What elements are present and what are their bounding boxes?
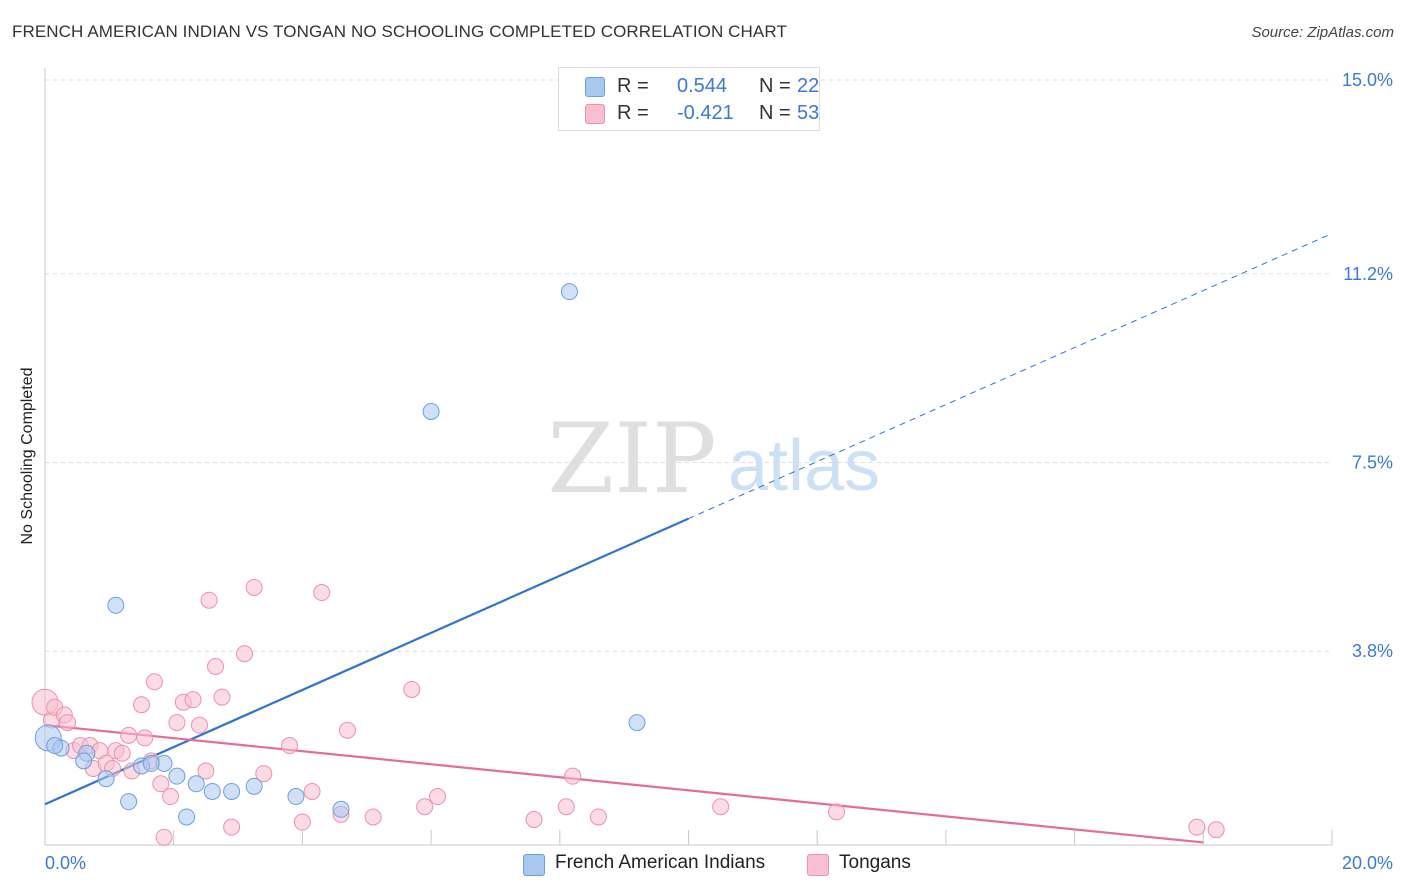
point-tongan	[429, 788, 447, 806]
point-tongan	[190, 716, 208, 734]
n-value: 22	[797, 75, 820, 97]
point-french-american-indian	[223, 782, 241, 800]
point-french-american-indian	[168, 767, 186, 785]
point-french-american-indian	[178, 808, 196, 826]
point-tongan	[152, 775, 170, 793]
y-tick-label: 11.2%	[1343, 264, 1393, 284]
point-french-american-indian	[75, 752, 93, 770]
point-tongan	[207, 658, 225, 675]
point-tongan	[303, 782, 321, 800]
point-tongan	[338, 721, 356, 739]
point-tongan	[245, 578, 263, 596]
point-tongan	[403, 680, 421, 698]
legend-label: Tongans	[839, 852, 911, 873]
x-tick-label: 20.0%	[1342, 853, 1393, 873]
point-tongan	[120, 726, 138, 744]
point-french-american-indian	[203, 782, 221, 800]
grid-layer	[45, 79, 1332, 652]
trend-line-extension	[688, 233, 1333, 520]
n-label: N =	[759, 75, 791, 97]
point-tongan	[59, 714, 77, 732]
point-tongan	[416, 798, 434, 816]
legend-swatch-pink	[585, 104, 605, 124]
tick-label-layer: 3.8% 7.5% 11.2% 15.0% 0.0% 20.0%	[45, 70, 1393, 873]
point-tongan	[133, 696, 151, 714]
x-tick-label: 0.0%	[45, 853, 86, 873]
r-label: R =	[617, 75, 649, 97]
chart-title: FRENCH AMERICAN INDIAN VS TONGAN NO SCHO…	[12, 22, 787, 41]
point-tongan	[712, 798, 730, 816]
point-french-american-indian	[46, 737, 64, 755]
point-tongan	[1207, 821, 1225, 839]
point-french-american-indian	[107, 596, 125, 614]
r-value: -0.421	[677, 102, 734, 124]
point-tongan	[145, 673, 163, 691]
point-tongan	[168, 714, 186, 732]
point-french-american-indian	[560, 283, 578, 301]
point-tongan	[525, 811, 543, 828]
point-tongan	[1188, 818, 1206, 836]
point-french-american-indian	[187, 775, 205, 793]
r-label: R =	[617, 102, 649, 124]
point-french-american-indian	[287, 788, 305, 806]
chart-source: Source: ZipAtlas.com	[1251, 24, 1394, 41]
point-french-american-indian	[422, 403, 440, 420]
r-value: 0.544	[677, 75, 728, 97]
watermark-atlas: atlas	[728, 426, 880, 506]
point-tongan	[281, 737, 299, 755]
point-tongan	[155, 828, 173, 846]
point-french-american-indian	[245, 777, 263, 795]
point-tongan	[828, 803, 846, 821]
point-tongan	[200, 591, 218, 609]
point-tongan	[136, 729, 154, 747]
legend-swatch-pink	[807, 854, 829, 876]
point-tongan	[113, 744, 131, 762]
point-tongan	[197, 762, 215, 780]
n-label: N =	[759, 102, 791, 124]
point-french-american-indian	[120, 793, 138, 811]
point-french-american-indian	[628, 714, 646, 732]
watermark-zip: ZIP	[547, 403, 716, 515]
point-tongan	[557, 798, 575, 816]
n-value: 53	[797, 102, 820, 124]
trend-layer	[44, 233, 1333, 844]
point-french-american-indian	[142, 754, 160, 772]
watermark: ZIP atlas	[547, 403, 880, 515]
point-tongan	[161, 788, 179, 806]
point-tongan	[564, 767, 582, 785]
point-tongan	[184, 691, 202, 709]
point-tongan	[235, 645, 253, 663]
y-tick-label: 15.0%	[1342, 70, 1393, 90]
point-tongan	[293, 813, 311, 831]
y-tick-label: 7.5%	[1352, 453, 1393, 473]
point-tongan	[589, 808, 607, 826]
stats-legend: R = 0.544 N = 22 R = -0.421 N = 53	[558, 67, 820, 131]
trend-line-tongans	[44, 724, 1204, 844]
y-tick-label: 3.8%	[1352, 641, 1393, 661]
point-french-american-indian	[332, 800, 350, 818]
point-tongan	[255, 765, 273, 783]
legend-swatch-blue	[523, 854, 545, 876]
legend-label: French American Indians	[555, 852, 766, 873]
point-tongan	[364, 808, 382, 826]
legend-swatch-blue	[585, 77, 605, 97]
point-tongan	[213, 688, 231, 706]
points-layer	[31, 283, 1225, 846]
point-french-american-indian	[97, 770, 115, 788]
point-tongan	[313, 584, 331, 602]
point-tongan	[223, 818, 241, 836]
